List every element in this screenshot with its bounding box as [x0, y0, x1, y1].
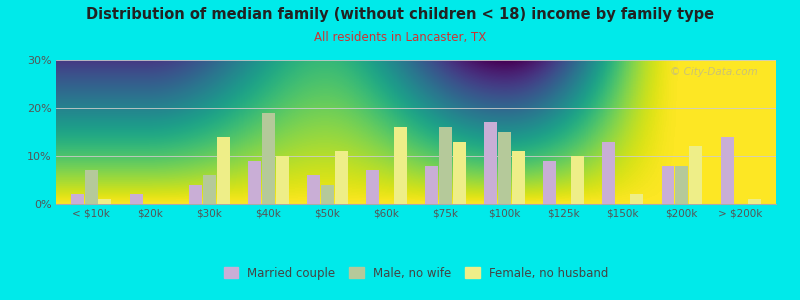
Bar — [662, 166, 674, 204]
Bar — [426, 166, 438, 204]
Bar — [307, 175, 320, 204]
Bar — [85, 170, 98, 204]
Bar — [262, 113, 275, 204]
Bar — [98, 199, 111, 204]
Bar — [321, 185, 334, 204]
Bar — [689, 146, 702, 204]
Bar — [485, 122, 498, 204]
Bar — [439, 127, 452, 204]
Bar — [675, 166, 688, 204]
Bar — [512, 151, 525, 204]
Bar — [543, 161, 557, 204]
Text: Distribution of median family (without children < 18) income by family type: Distribution of median family (without c… — [86, 8, 714, 22]
Text: All residents in Lancaster, TX: All residents in Lancaster, TX — [314, 32, 486, 44]
Bar — [190, 185, 202, 204]
Bar — [602, 142, 615, 204]
Bar — [570, 156, 584, 204]
Legend: Married couple, Male, no wife, Female, no husband: Married couple, Male, no wife, Female, n… — [219, 262, 613, 284]
Bar — [203, 175, 216, 204]
Bar — [275, 156, 289, 204]
Text: © City-Data.com: © City-Data.com — [670, 67, 758, 77]
Bar — [71, 194, 84, 204]
Bar — [394, 127, 406, 204]
Bar — [748, 199, 761, 204]
Bar — [721, 137, 734, 204]
Bar — [630, 194, 642, 204]
Bar — [334, 151, 347, 204]
Bar — [366, 170, 379, 204]
Bar — [453, 142, 466, 204]
Bar — [217, 137, 230, 204]
Bar — [498, 132, 511, 204]
Bar — [130, 194, 143, 204]
Bar — [248, 161, 262, 204]
